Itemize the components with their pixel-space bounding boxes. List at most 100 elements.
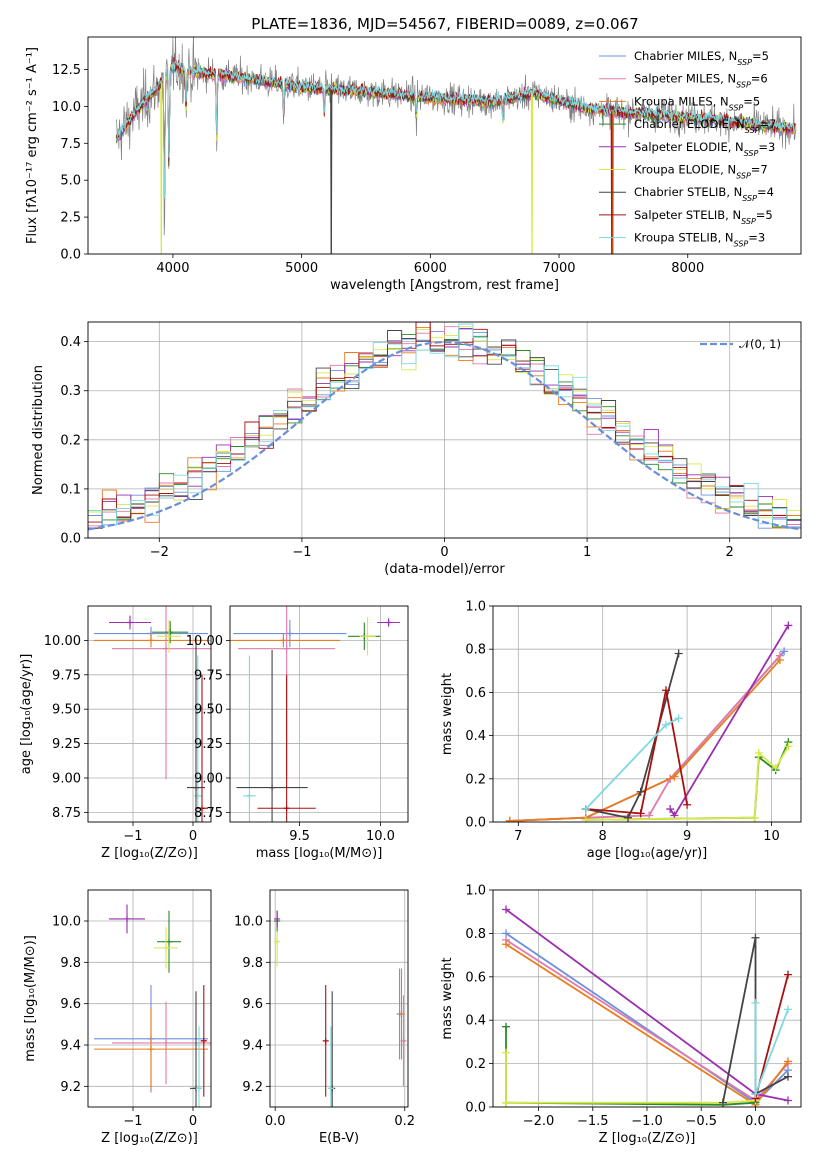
- panel-spectrum: 4000 5000 6000 7000 8000 0.0 2.5 5.0 7.5 10.0 12.5…: [25, 36, 802, 293]
- y-tick-label: 5.0: [60, 174, 81, 189]
- weight-marker: [784, 621, 793, 630]
- weight-marker: [751, 998, 760, 1007]
- weight-marker: [505, 816, 514, 822]
- x-tick-label: 10.0: [366, 829, 395, 844]
- weight-marker: [771, 764, 780, 772]
- plot-area: [505, 621, 793, 822]
- axes-frame: [269, 889, 409, 1108]
- y-tick-label: 0.6: [465, 970, 486, 985]
- legend-entry: Chabrier ELODIE, NSSP=7: [634, 117, 776, 135]
- legend-entry: Chabrier STELIB, NSSP=4: [634, 185, 774, 203]
- y-tick-label: 9.50: [52, 703, 81, 718]
- x-tick-label: −2.0: [523, 1114, 555, 1129]
- weight-marker: [754, 748, 763, 757]
- y-tick-label: 9.25: [194, 737, 223, 752]
- y-tick-label: 9.2: [60, 1080, 81, 1095]
- y-tick-label: 1.0: [465, 884, 486, 899]
- x-tick-label: 2: [726, 545, 734, 560]
- x-tick-label: −1.5: [577, 1114, 609, 1129]
- errorbar-point: [154, 927, 178, 969]
- axes-frame: [87, 605, 212, 823]
- point-marker: [286, 630, 293, 637]
- point-marker: [280, 637, 287, 644]
- y-tick-label: 9.00: [194, 771, 223, 786]
- weight-marker: [502, 1022, 511, 1031]
- spectrum-legend: Chabrier MILES, NSSP=5 Salpeter MILES, NS…: [599, 49, 776, 248]
- point-marker: [166, 938, 172, 945]
- y-tick-label: 0.3: [60, 384, 81, 399]
- x-tick-label: 7000: [542, 261, 575, 276]
- axes-frame: [87, 889, 212, 1108]
- x-axis-label: Z [log₁₀(Z/Z⊙)]: [101, 846, 198, 861]
- y-axis-label: mass weight: [440, 673, 455, 755]
- errorbar-point: [236, 650, 308, 822]
- weight-marker: [683, 800, 692, 809]
- weight-marker: [783, 1057, 792, 1066]
- y-tick-label: 8.75: [194, 806, 223, 821]
- weight-marker: [674, 649, 683, 658]
- errorbar-point: [112, 1001, 211, 1085]
- weight-marker: [502, 1048, 511, 1057]
- x-axis-label: E(B-V): [319, 1131, 359, 1146]
- axes-frame: [229, 605, 409, 823]
- residual-histogram-kroupa-stelib: [88, 323, 801, 529]
- y-tick-label: 10.00: [186, 634, 223, 649]
- legend-entry: Salpeter MILES, NSSP=6: [634, 72, 768, 90]
- x-tick-label: 7: [514, 829, 522, 844]
- point-marker: [148, 1046, 154, 1053]
- x-axis-label: (data-model)/error: [384, 562, 505, 577]
- y-tick-label: 7.5: [60, 137, 81, 152]
- weight-marker: [661, 720, 670, 729]
- point-marker: [163, 645, 169, 652]
- weight-marker: [750, 813, 759, 822]
- weight-marker: [751, 1089, 760, 1098]
- x-axis-label: age [log₁₀(age/yr)]: [587, 846, 708, 861]
- x-tick-label: 0: [440, 545, 448, 560]
- weight-marker: [502, 940, 511, 949]
- weight-line-kroupa-elodie: [505, 1052, 756, 1104]
- y-tick-label: 10.00: [44, 634, 81, 649]
- x-tick-label: 0.2: [394, 1114, 415, 1129]
- point-marker: [274, 915, 281, 922]
- y-tick-label: 9.2: [242, 1080, 263, 1095]
- weight-marker: [674, 714, 683, 723]
- legend-entry: Salpeter STELIB, NSSP=5: [634, 208, 773, 226]
- x-tick-label: −1.0: [631, 1114, 663, 1129]
- weight-marker: [670, 772, 679, 781]
- errorbar-point: [112, 606, 211, 780]
- point-marker: [364, 633, 371, 640]
- weight-marker: [780, 647, 789, 656]
- weight-marker: [661, 686, 670, 695]
- axes-frame: [492, 889, 802, 1108]
- weight-marker: [666, 805, 675, 814]
- y-tick-label: 9.6: [242, 997, 263, 1012]
- y-tick-label: 0.0: [60, 532, 81, 547]
- residual-histogram-salpeter-stelib: [88, 322, 801, 529]
- x-axis-label: mass [log₁₀(M/M⊙)]: [256, 846, 383, 861]
- x-tick-label: 9.5: [289, 829, 310, 844]
- errorbar-point: [230, 633, 341, 648]
- errorbar-point: [400, 995, 407, 1087]
- y-axis-label: Normed distribution: [31, 365, 46, 495]
- point-marker: [400, 1037, 407, 1044]
- y-tick-label: 0.0: [60, 248, 81, 263]
- point-marker: [148, 637, 154, 644]
- y-tick-label: 0.2: [465, 1057, 486, 1072]
- legend-entry: Kroupa STELIB, NSSP=3: [634, 231, 765, 249]
- axes-frame: [87, 321, 802, 539]
- errorbar-point: [152, 621, 189, 644]
- errorbar-point: [194, 655, 202, 822]
- legend-entry: Salpeter ELODIE, NSSP=3: [634, 140, 775, 158]
- x-tick-label: 8: [599, 829, 607, 844]
- y-tick-label: 9.4: [242, 1039, 263, 1054]
- y-tick-label: 0.8: [465, 643, 486, 658]
- y-tick-label: 0.2: [465, 772, 486, 787]
- errorbar-point: [94, 633, 208, 648]
- y-tick-label: 9.50: [194, 703, 223, 718]
- x-tick-label: −2: [150, 545, 169, 560]
- x-tick-label: 0: [189, 1114, 197, 1129]
- y-tick-label: 9.8: [60, 956, 81, 971]
- y-axis-label: Flux [fλ10⁻¹⁷ erg cm⁻² s⁻¹ A⁻¹]: [25, 47, 40, 244]
- weight-marker: [783, 970, 792, 979]
- point-marker: [166, 633, 172, 640]
